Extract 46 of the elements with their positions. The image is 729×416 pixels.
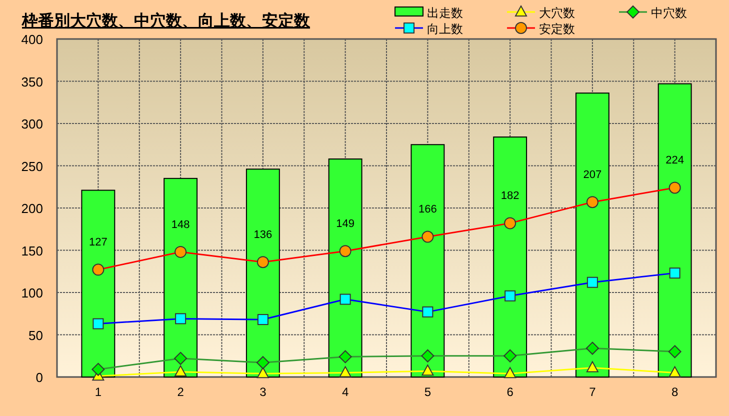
y-tick-label: 150 xyxy=(21,243,43,258)
data-label: 166 xyxy=(418,204,437,216)
point xyxy=(339,366,352,378)
bar xyxy=(81,190,116,378)
y-tick-label: 400 xyxy=(21,32,43,47)
y-tick-label: 100 xyxy=(21,286,43,300)
data-label: 224 xyxy=(666,154,684,167)
data-label: 149 xyxy=(336,218,354,230)
point xyxy=(174,365,187,376)
x-tick-label: 4 xyxy=(342,385,349,399)
data-label: 182 xyxy=(500,190,520,202)
legend-label: 中穴数 xyxy=(651,6,687,20)
point xyxy=(668,366,681,378)
data-label: 148 xyxy=(171,218,190,231)
y-tick-label: 300 xyxy=(21,116,43,132)
x-tick-label: 5 xyxy=(424,385,432,399)
bar xyxy=(658,83,692,378)
x-tick-label: 7 xyxy=(589,385,596,399)
legend-label: 向上数 xyxy=(427,22,463,36)
y-tick-label: 0 xyxy=(36,370,43,385)
chart-title: 枠番別大穴数、中穴数、向上数、安定数 xyxy=(21,11,311,30)
point xyxy=(586,361,598,372)
legend-label: 安定数 xyxy=(539,22,575,36)
y-tick-label: 350 xyxy=(21,74,43,90)
point xyxy=(504,367,516,378)
data-label: 136 xyxy=(254,229,272,242)
bar xyxy=(246,168,280,378)
y-tick-label: 50 xyxy=(28,328,43,343)
y-tick-label: 250 xyxy=(21,158,43,174)
x-tick-label: 3 xyxy=(260,385,267,399)
legend-label: 大穴数 xyxy=(539,6,575,20)
bar xyxy=(493,136,528,378)
bar xyxy=(575,92,610,378)
bar xyxy=(410,144,445,378)
data-label: 207 xyxy=(583,169,602,182)
bar xyxy=(164,178,198,378)
x-tick-label: 8 xyxy=(671,385,678,399)
bar xyxy=(328,158,362,378)
data-label: 127 xyxy=(89,236,108,249)
point xyxy=(422,364,434,376)
x-tick-label: 6 xyxy=(506,385,514,399)
y-tick-label: 200 xyxy=(21,201,43,216)
x-tick-label: 1 xyxy=(94,385,102,399)
x-tick-label: 2 xyxy=(177,385,184,399)
legend-label: 出走数 xyxy=(427,6,463,20)
point xyxy=(256,367,269,378)
